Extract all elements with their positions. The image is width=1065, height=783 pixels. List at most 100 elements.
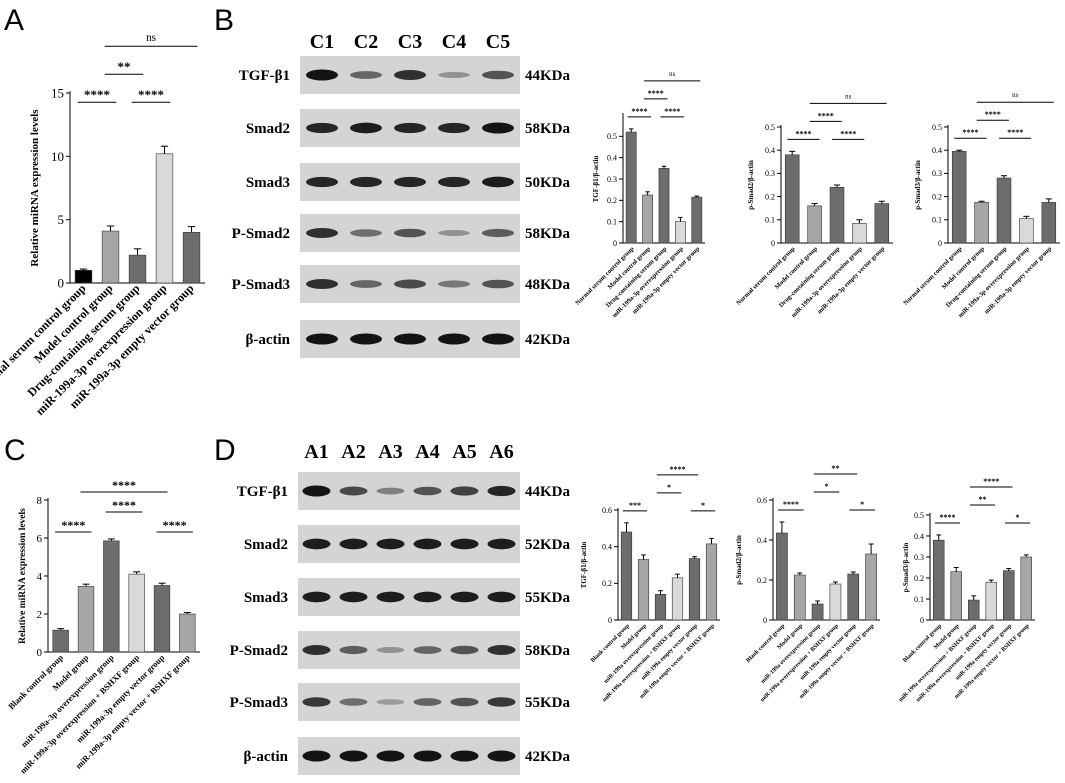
blot-band bbox=[376, 646, 405, 654]
bar bbox=[1041, 202, 1057, 244]
bar bbox=[77, 586, 95, 653]
bar bbox=[155, 153, 174, 284]
blot-band bbox=[487, 485, 516, 497]
significance-label: * bbox=[860, 500, 864, 509]
blot-band bbox=[450, 697, 479, 707]
blot-band bbox=[306, 69, 338, 81]
lane-label: C1 bbox=[310, 31, 334, 53]
lane-label: A2 bbox=[341, 441, 365, 463]
blot-band bbox=[487, 645, 516, 655]
blot-band bbox=[376, 538, 405, 550]
y-axis-title: Relative miRNA expression levels bbox=[18, 508, 28, 644]
y-tick-label: 0.3 bbox=[765, 169, 775, 178]
molecular-weight-label: 50KDa bbox=[525, 175, 571, 191]
blot-band bbox=[482, 122, 514, 134]
blot-band bbox=[413, 486, 442, 496]
significance-label: **** bbox=[61, 518, 85, 532]
blot-band bbox=[413, 538, 442, 550]
bar bbox=[1003, 570, 1015, 621]
blot-band bbox=[487, 697, 516, 707]
molecular-weight-label: 42KDa bbox=[525, 332, 571, 348]
y-axis-title: TGF-β1/β-actin bbox=[592, 156, 600, 203]
y-tick-label: 0.6 bbox=[757, 496, 767, 505]
bar bbox=[784, 154, 800, 244]
bar bbox=[671, 577, 684, 621]
category-label: Model control group bbox=[941, 245, 987, 291]
blot-band bbox=[394, 176, 426, 188]
bar bbox=[776, 532, 788, 621]
blot-band bbox=[302, 697, 331, 707]
blot-band bbox=[438, 71, 470, 79]
molecular-weight-label: 55KDa bbox=[525, 695, 571, 711]
blot-band bbox=[302, 750, 331, 762]
protein-label: TGF-β1 bbox=[237, 484, 288, 500]
y-tick-label: 0.2 bbox=[914, 574, 924, 583]
blot-band bbox=[487, 750, 516, 762]
y-tick-label: 0.2 bbox=[757, 576, 767, 585]
significance-label: ns bbox=[845, 93, 851, 100]
blot-band bbox=[438, 176, 470, 188]
bar bbox=[951, 151, 967, 244]
bar bbox=[103, 540, 120, 653]
bar bbox=[793, 574, 806, 621]
bar bbox=[811, 603, 824, 621]
blot-band bbox=[339, 698, 368, 706]
blot-band bbox=[482, 279, 514, 289]
significance-label: ** bbox=[831, 464, 839, 473]
lane-label: C5 bbox=[486, 31, 510, 53]
significance-label: *** bbox=[629, 501, 641, 510]
blot-band bbox=[302, 538, 331, 550]
y-tick-label: 0.2 bbox=[765, 192, 775, 201]
significance-label: * bbox=[701, 501, 705, 510]
molecular-weight-label: 48KDa bbox=[525, 277, 571, 293]
protein-label: β-actin bbox=[243, 749, 288, 765]
y-tick-label: 10 bbox=[51, 149, 64, 164]
blot-band bbox=[438, 280, 470, 288]
y-tick-label: 0.4 bbox=[607, 153, 617, 162]
bar bbox=[985, 581, 997, 621]
blot-band bbox=[413, 750, 442, 762]
bar bbox=[933, 539, 945, 621]
blot-band bbox=[438, 229, 470, 237]
blot-band bbox=[302, 591, 331, 603]
y-tick-label: 0 bbox=[613, 239, 617, 248]
bar bbox=[691, 196, 703, 244]
y-tick-label: 0.3 bbox=[914, 553, 924, 562]
significance-label: **** bbox=[962, 128, 978, 137]
panel-letter-a: A bbox=[4, 4, 25, 37]
blot-band bbox=[339, 750, 368, 762]
blot-b: C1 C2 C3 C4 C5 TGF-β1 44KDa Smad2 58KDa Smad3 50KD… bbox=[232, 31, 571, 358]
y-tick-label: 0.5 bbox=[765, 123, 775, 132]
y-tick-label: 0.2 bbox=[602, 579, 612, 588]
y-tick-label: 0 bbox=[771, 239, 775, 248]
bar bbox=[637, 559, 650, 621]
blot-band bbox=[413, 646, 442, 654]
blot-band bbox=[450, 750, 479, 762]
bar bbox=[654, 594, 667, 621]
bar bbox=[865, 553, 877, 621]
bar bbox=[128, 573, 145, 653]
bar bbox=[1020, 556, 1032, 621]
significance-label: **** bbox=[138, 87, 164, 102]
blot-band bbox=[306, 176, 338, 188]
bar bbox=[807, 205, 822, 244]
significance-label: ns bbox=[669, 71, 675, 78]
bar bbox=[996, 177, 1012, 244]
significance-label: **** bbox=[664, 107, 680, 116]
blot-band bbox=[302, 645, 331, 655]
blot-band bbox=[339, 591, 368, 603]
bar bbox=[874, 203, 890, 244]
y-axis-title: p-Smad3/β-actin bbox=[914, 160, 922, 210]
blot-band bbox=[482, 228, 514, 238]
blot-band bbox=[302, 485, 331, 497]
blot-band bbox=[350, 229, 382, 237]
blot-band bbox=[482, 333, 514, 345]
y-tick-label: 0.3 bbox=[932, 169, 942, 178]
molecular-weight-label: 44KDa bbox=[525, 484, 571, 500]
y-tick-label: 0 bbox=[608, 616, 612, 625]
bar bbox=[847, 573, 860, 621]
y-tick-label: 0 bbox=[763, 616, 767, 625]
